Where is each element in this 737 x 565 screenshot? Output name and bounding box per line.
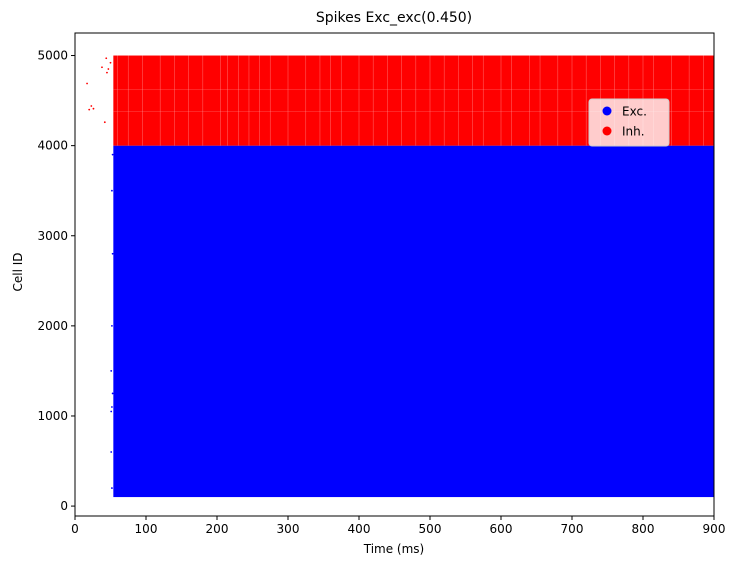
y-axis: 0 1000 2000 3000 4000 5000 (37, 49, 75, 513)
x-tick-label: 100 (135, 522, 158, 536)
x-tick-label: 0 (71, 522, 79, 536)
exc-spike-point (110, 410, 113, 413)
inh-spike-point (88, 108, 91, 111)
exc-legend-marker (602, 106, 612, 116)
inh-spike-point (105, 57, 108, 60)
x-tick-label: 600 (490, 522, 513, 536)
x-tick-label: 200 (206, 522, 229, 536)
x-tick-label: 400 (348, 522, 371, 536)
exc-spike-region (113, 145, 714, 498)
exc-spike-point (111, 406, 113, 408)
x-tick-label: 300 (277, 522, 300, 536)
x-axis-label: Time (ms) (363, 542, 425, 556)
x-axis: 0 100 200 300 400 500 600 700 800 900 (71, 516, 725, 536)
exc-spike-point (110, 451, 113, 453)
inh-spike-point (106, 71, 108, 74)
exc-spike-point (111, 189, 113, 192)
inh-spike-point (101, 66, 103, 69)
x-tick-label: 700 (561, 522, 584, 536)
y-tick-label: 0 (60, 499, 68, 513)
legend: Exc. Inh. (588, 98, 670, 147)
plot-area (74, 32, 715, 517)
inh-spike-point (107, 68, 110, 70)
plot-marks (86, 55, 714, 498)
inh-spike-point (90, 105, 93, 107)
y-tick-label: 5000 (37, 49, 68, 63)
y-tick-label: 2000 (37, 319, 68, 333)
plot-frame (74, 32, 715, 517)
y-axis-label: Cell ID (11, 252, 25, 291)
exc-spike-point (111, 324, 113, 327)
inh-spike-point (109, 61, 112, 64)
inh-legend-label: Inh. (622, 125, 645, 139)
exc-spike-point (110, 370, 113, 372)
inh-spike-point (86, 82, 88, 85)
exc-legend-label: Exc. (622, 105, 647, 119)
y-tick-label: 3000 (37, 229, 68, 243)
exc-spike-point (111, 252, 114, 255)
y-tick-label: 4000 (37, 139, 68, 153)
x-tick-label: 500 (419, 522, 442, 536)
inh-legend-marker (602, 126, 612, 136)
x-tick-label: 800 (632, 522, 655, 536)
exc-spike-point (111, 392, 114, 395)
inh-spike-point (103, 121, 106, 124)
exc-spike-point (111, 153, 114, 156)
chart-title: Spikes Exc_exc(0.450) (316, 10, 472, 26)
exc-spike-point (111, 487, 113, 489)
y-tick-label: 1000 (37, 409, 68, 423)
x-tick-label: 900 (703, 522, 726, 536)
inh-spike-point (92, 107, 95, 110)
